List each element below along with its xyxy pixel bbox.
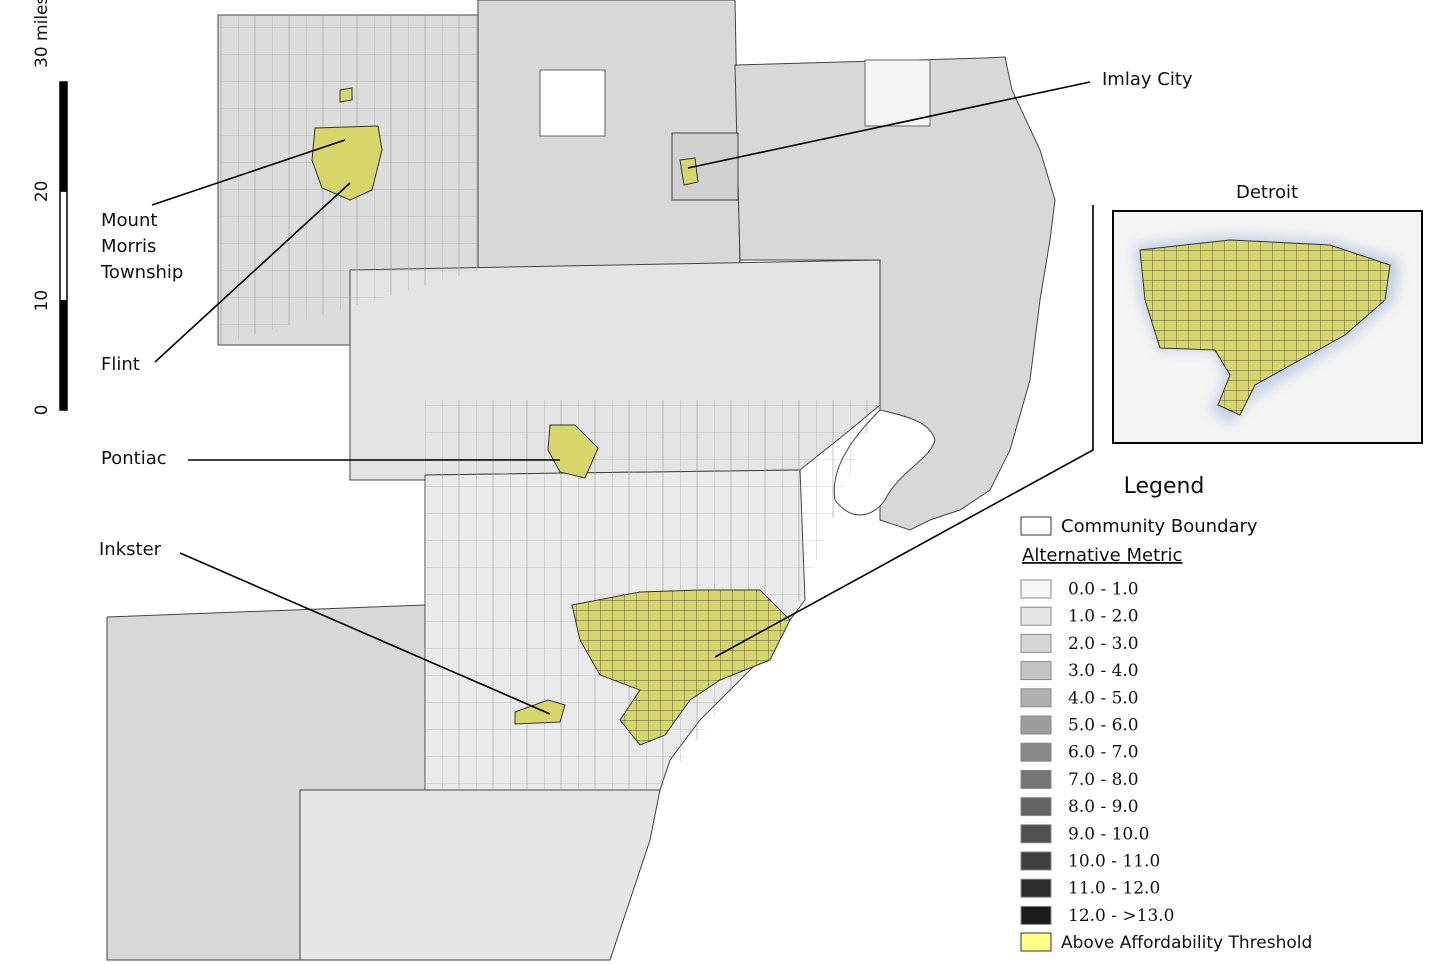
legend-label: 10.0 - 11.0 xyxy=(1068,852,1160,872)
counties xyxy=(106,0,1056,961)
legend-swatch xyxy=(1020,715,1052,735)
scale-label: 20 xyxy=(32,181,52,203)
leader-line xyxy=(151,139,346,206)
inset-title: Detroit xyxy=(1236,182,1298,203)
legend-swatch xyxy=(1020,824,1052,844)
tract xyxy=(864,59,931,127)
county xyxy=(299,789,661,961)
scale-label: 0 xyxy=(32,405,52,416)
legend-label: 9.0 - 10.0 xyxy=(1068,824,1149,844)
leader-line xyxy=(179,552,551,715)
scale-label: 10 xyxy=(32,290,52,312)
legend-label: 1.0 - 2.0 xyxy=(1068,607,1139,627)
legend-swatch xyxy=(1020,932,1052,952)
legend-label: 12.0 - >13.0 xyxy=(1068,906,1175,926)
leader-line xyxy=(687,81,1091,169)
boundary-label: Community Boundary xyxy=(1061,516,1258,537)
legend-title: Legend xyxy=(1124,474,1205,499)
legend-swatch xyxy=(1020,769,1052,789)
tract xyxy=(539,69,606,137)
legend-label: Above Affordability Threshold xyxy=(1061,933,1312,953)
imlay-area xyxy=(679,157,699,186)
boundary-swatch xyxy=(1020,516,1052,536)
leader-line xyxy=(154,182,351,363)
legend-swatch xyxy=(1020,661,1052,681)
scale-bar xyxy=(59,81,68,411)
inkster-area xyxy=(514,699,566,725)
legend-label: 0.0 - 1.0 xyxy=(1068,580,1139,600)
place-label: Imlay City xyxy=(1102,69,1193,90)
leader-lines xyxy=(151,81,1094,715)
scale-bar-segment xyxy=(60,82,67,191)
inset-tracts xyxy=(1140,240,1390,415)
place-label: Morris xyxy=(101,236,156,257)
scale-bar-segment xyxy=(60,300,67,410)
legend-swatch xyxy=(1020,688,1052,708)
legend-swatch xyxy=(1020,905,1052,925)
legend-label: 2.0 - 3.0 xyxy=(1068,634,1139,654)
place-label: Flint xyxy=(101,354,140,375)
legend-label: 5.0 - 6.0 xyxy=(1068,716,1139,736)
pontiac-area xyxy=(547,424,599,479)
place-label: Pontiac xyxy=(101,448,167,469)
scale-label: 30 miles xyxy=(32,0,52,68)
legend-swatch xyxy=(1020,851,1052,871)
legend-swatch xyxy=(1020,579,1052,599)
inset-leader xyxy=(714,205,1094,658)
metric-title: Alternative Metric xyxy=(1022,545,1182,566)
legend-swatch xyxy=(1020,797,1052,817)
legend-label: 7.0 - 8.0 xyxy=(1068,770,1139,790)
detroit-tracts xyxy=(572,590,790,745)
legend-label: 3.0 - 4.0 xyxy=(1068,661,1139,681)
legend-label: 6.0 - 7.0 xyxy=(1068,743,1139,763)
legend-swatch xyxy=(1020,878,1052,898)
place-label: Mount xyxy=(101,210,157,231)
above-threshold-areas xyxy=(311,87,791,746)
legend-label: 4.0 - 5.0 xyxy=(1068,688,1139,708)
mount-morris-area xyxy=(339,87,353,103)
place-label: Inkster xyxy=(99,539,162,560)
legend-swatch xyxy=(1020,742,1052,762)
legend-label: 11.0 - 12.0 xyxy=(1068,879,1160,899)
legend-swatch xyxy=(1020,633,1052,653)
place-label: Township xyxy=(100,262,183,283)
inset: Detroit xyxy=(1112,182,1423,444)
legend-label: 8.0 - 9.0 xyxy=(1068,797,1139,817)
legend-swatch xyxy=(1020,606,1052,626)
